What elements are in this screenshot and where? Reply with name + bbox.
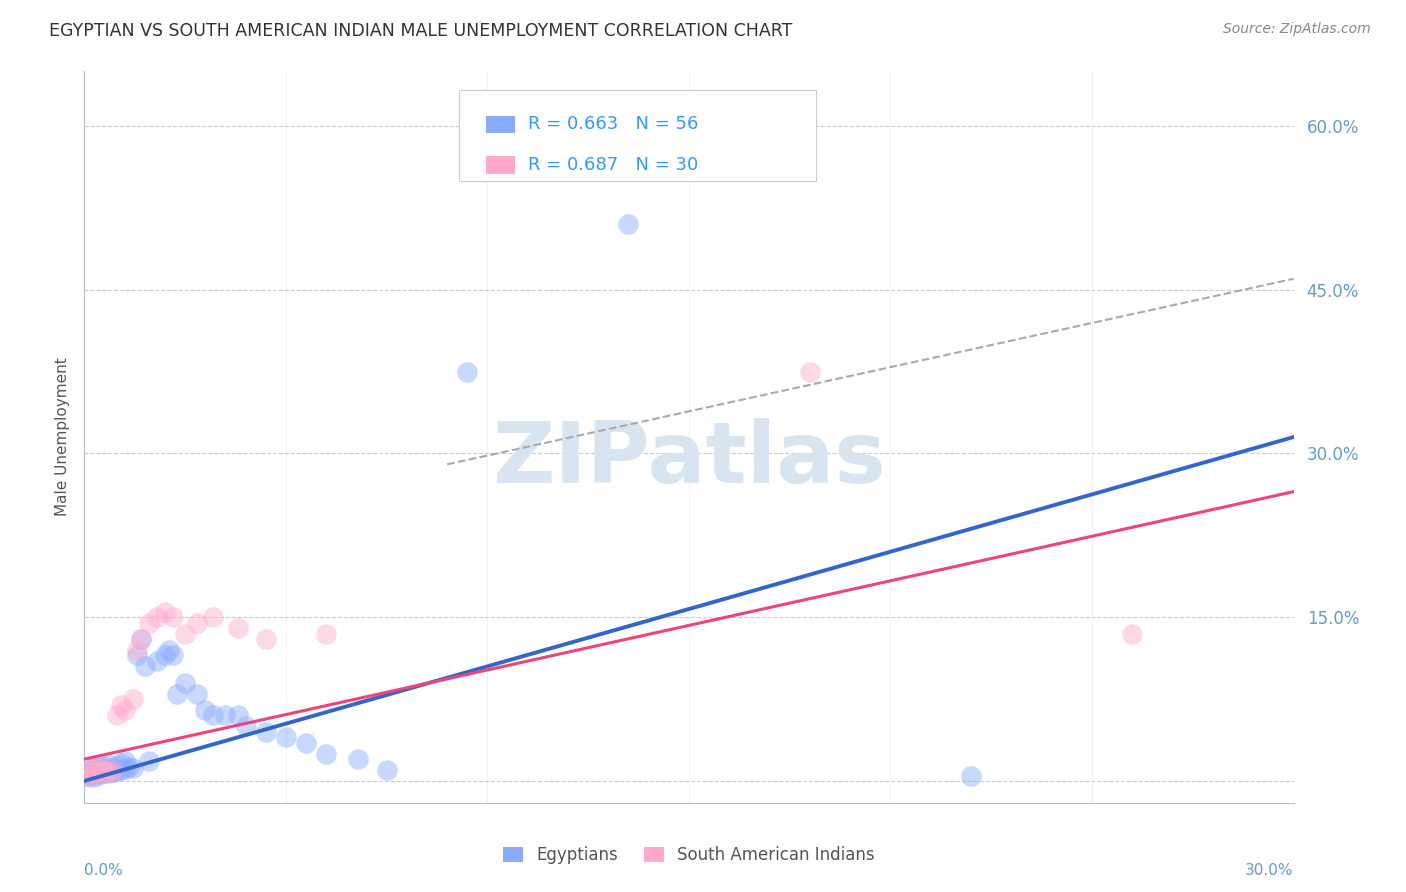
Point <box>186 615 208 630</box>
Point <box>77 768 100 782</box>
Point <box>186 687 208 701</box>
Point <box>93 766 115 780</box>
Text: R = 0.687   N = 30: R = 0.687 N = 30 <box>529 156 699 174</box>
Point <box>89 758 111 772</box>
Point <box>110 763 132 777</box>
Point <box>86 768 108 782</box>
Point <box>129 632 152 646</box>
Text: Source: ZipAtlas.com: Source: ZipAtlas.com <box>1223 22 1371 37</box>
Point <box>138 754 160 768</box>
Point <box>89 767 111 781</box>
Point <box>97 765 120 780</box>
Point <box>77 765 100 780</box>
Point <box>97 766 120 780</box>
Point <box>121 761 143 775</box>
Point <box>82 761 104 775</box>
Point <box>295 736 318 750</box>
Point <box>202 610 225 624</box>
Point <box>86 757 108 772</box>
Legend: Egyptians, South American Indians: Egyptians, South American Indians <box>503 846 875 864</box>
Point <box>93 764 115 779</box>
Point <box>97 763 120 777</box>
Point <box>146 610 169 624</box>
Point <box>101 761 124 775</box>
Point <box>89 765 111 780</box>
Point <box>138 615 160 630</box>
Point <box>114 703 136 717</box>
Point <box>105 764 128 779</box>
Point <box>214 708 236 723</box>
Point <box>960 768 983 782</box>
Point <box>456 365 478 379</box>
Point <box>82 765 104 780</box>
Point <box>114 762 136 776</box>
Point <box>118 760 141 774</box>
Point <box>125 648 148 663</box>
Point <box>82 763 104 777</box>
Point <box>162 648 184 663</box>
Point <box>254 632 277 646</box>
Point <box>153 605 176 619</box>
Point <box>110 756 132 771</box>
Point <box>375 763 398 777</box>
Point <box>86 766 108 780</box>
Point <box>97 757 120 772</box>
FancyBboxPatch shape <box>486 156 515 174</box>
Point <box>153 648 176 663</box>
Point <box>77 765 100 780</box>
Point <box>82 767 104 781</box>
Point <box>174 626 197 640</box>
Point <box>114 754 136 768</box>
FancyBboxPatch shape <box>460 90 815 181</box>
Point <box>1121 626 1143 640</box>
Point <box>202 708 225 723</box>
Text: ZIPatlas: ZIPatlas <box>492 417 886 500</box>
Point <box>93 763 115 777</box>
Point <box>86 763 108 777</box>
Point <box>134 659 156 673</box>
Point <box>226 621 249 635</box>
Text: R = 0.663   N = 56: R = 0.663 N = 56 <box>529 115 699 134</box>
Point <box>110 698 132 712</box>
Y-axis label: Male Unemployment: Male Unemployment <box>55 358 70 516</box>
Point <box>89 765 111 780</box>
Point <box>617 217 640 231</box>
Point <box>174 675 197 690</box>
Point <box>146 654 169 668</box>
Text: EGYPTIAN VS SOUTH AMERICAN INDIAN MALE UNEMPLOYMENT CORRELATION CHART: EGYPTIAN VS SOUTH AMERICAN INDIAN MALE U… <box>49 22 793 40</box>
Point <box>105 758 128 772</box>
Point <box>82 767 104 781</box>
Point <box>274 731 297 745</box>
FancyBboxPatch shape <box>486 116 515 133</box>
Point <box>235 719 257 733</box>
Point <box>226 708 249 723</box>
Point <box>82 770 104 784</box>
Point <box>105 708 128 723</box>
Point <box>254 724 277 739</box>
Point <box>315 626 337 640</box>
Point <box>315 747 337 761</box>
Point <box>89 762 111 776</box>
Point <box>799 365 821 379</box>
Point <box>129 632 152 646</box>
Point <box>86 761 108 775</box>
Text: 0.0%: 0.0% <box>84 863 124 878</box>
Point <box>157 643 180 657</box>
Point <box>101 765 124 780</box>
Text: 30.0%: 30.0% <box>1246 863 1294 878</box>
Point <box>121 692 143 706</box>
Point <box>93 766 115 780</box>
Point <box>101 763 124 777</box>
Point <box>77 768 100 782</box>
Point <box>86 766 108 780</box>
Point <box>162 610 184 624</box>
Point <box>166 687 188 701</box>
Point <box>93 760 115 774</box>
Point <box>77 767 100 781</box>
Point <box>194 703 217 717</box>
Point <box>125 643 148 657</box>
Point <box>347 752 370 766</box>
Point <box>89 760 111 774</box>
